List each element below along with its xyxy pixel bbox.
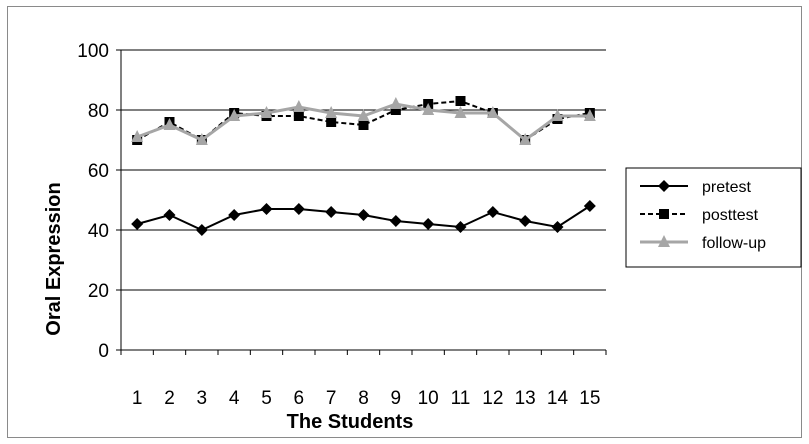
data-point	[131, 130, 144, 142]
y-axis-title: Oral Expression	[43, 182, 65, 335]
x-tick-label: 6	[294, 388, 305, 409]
data-point	[228, 109, 241, 121]
data-point	[228, 209, 241, 221]
data-point	[292, 203, 305, 215]
x-tick-labels: 1 2 3 4 5 6 7 8 9 10 11 12 13 14 15	[132, 388, 601, 409]
data-point	[293, 111, 304, 121]
x-tick-label: 11	[451, 388, 471, 409]
data-point	[357, 209, 370, 221]
x-tick-label: 14	[547, 388, 569, 409]
legend-label: pretest	[702, 179, 751, 196]
data-point	[163, 118, 176, 130]
legend-marker	[659, 209, 669, 219]
data-point	[454, 106, 467, 118]
legend-marker	[658, 180, 670, 192]
legend-marker	[658, 235, 670, 247]
legend-item: follow-up	[640, 235, 766, 252]
data-point	[455, 96, 466, 106]
x-tick-label: 1	[132, 388, 143, 409]
x-tick-label: 9	[391, 388, 402, 409]
data-point	[195, 224, 208, 236]
x-tick-label: 4	[229, 388, 240, 409]
data-point	[326, 117, 337, 127]
data-point	[163, 209, 176, 221]
data-point	[486, 106, 499, 118]
y-tick-label: 80	[88, 101, 109, 122]
legend-box	[625, 167, 802, 268]
data-point	[389, 97, 402, 109]
axes	[120, 50, 607, 355]
x-tick-label: 5	[261, 388, 272, 409]
data-point	[325, 106, 338, 118]
series-pretest	[131, 200, 596, 236]
x-tick-label: 12	[482, 388, 503, 409]
data-point	[131, 218, 144, 230]
data-point	[390, 105, 401, 115]
data-point	[422, 218, 435, 230]
x-axis-title: The Students	[287, 411, 414, 433]
legend-item: pretest	[640, 179, 751, 196]
series-follow-up	[131, 97, 596, 145]
data-point	[325, 206, 338, 218]
data-point	[486, 206, 499, 218]
legend-label: follow-up	[702, 235, 766, 252]
data-point	[389, 215, 402, 227]
data-point	[583, 109, 596, 121]
y-tick-labels: 0 20 40 60 80 100	[77, 41, 109, 362]
y-tick-label: 0	[98, 341, 109, 362]
legend: pretest posttest follow-up	[625, 167, 802, 268]
series-layer	[131, 96, 596, 236]
x-tick-label: 10	[418, 388, 439, 409]
x-tick-label: 3	[197, 388, 208, 409]
gridlines	[116, 49, 606, 351]
y-tick-label: 60	[88, 161, 109, 182]
y-tick-label: 100	[77, 41, 109, 62]
data-point	[292, 100, 305, 112]
x-tick-label: 8	[358, 388, 369, 409]
data-point	[583, 200, 596, 212]
x-tick-label: 7	[326, 388, 337, 409]
data-point	[358, 120, 369, 130]
x-tick-label: 2	[164, 388, 175, 409]
data-point	[519, 215, 532, 227]
data-point	[195, 133, 208, 145]
data-point	[551, 221, 564, 233]
data-point	[260, 106, 273, 118]
data-point	[519, 133, 532, 145]
y-tick-label: 20	[88, 281, 109, 302]
legend-label: posttest	[702, 207, 759, 224]
data-point	[260, 203, 273, 215]
data-point	[551, 109, 564, 121]
legend-item: posttest	[640, 207, 759, 224]
data-point	[357, 109, 370, 121]
x-tick-label: 13	[515, 388, 536, 409]
data-point	[454, 221, 467, 233]
y-tick-label: 40	[88, 221, 109, 242]
x-tick-label: 15	[579, 388, 600, 409]
data-point	[422, 103, 435, 115]
